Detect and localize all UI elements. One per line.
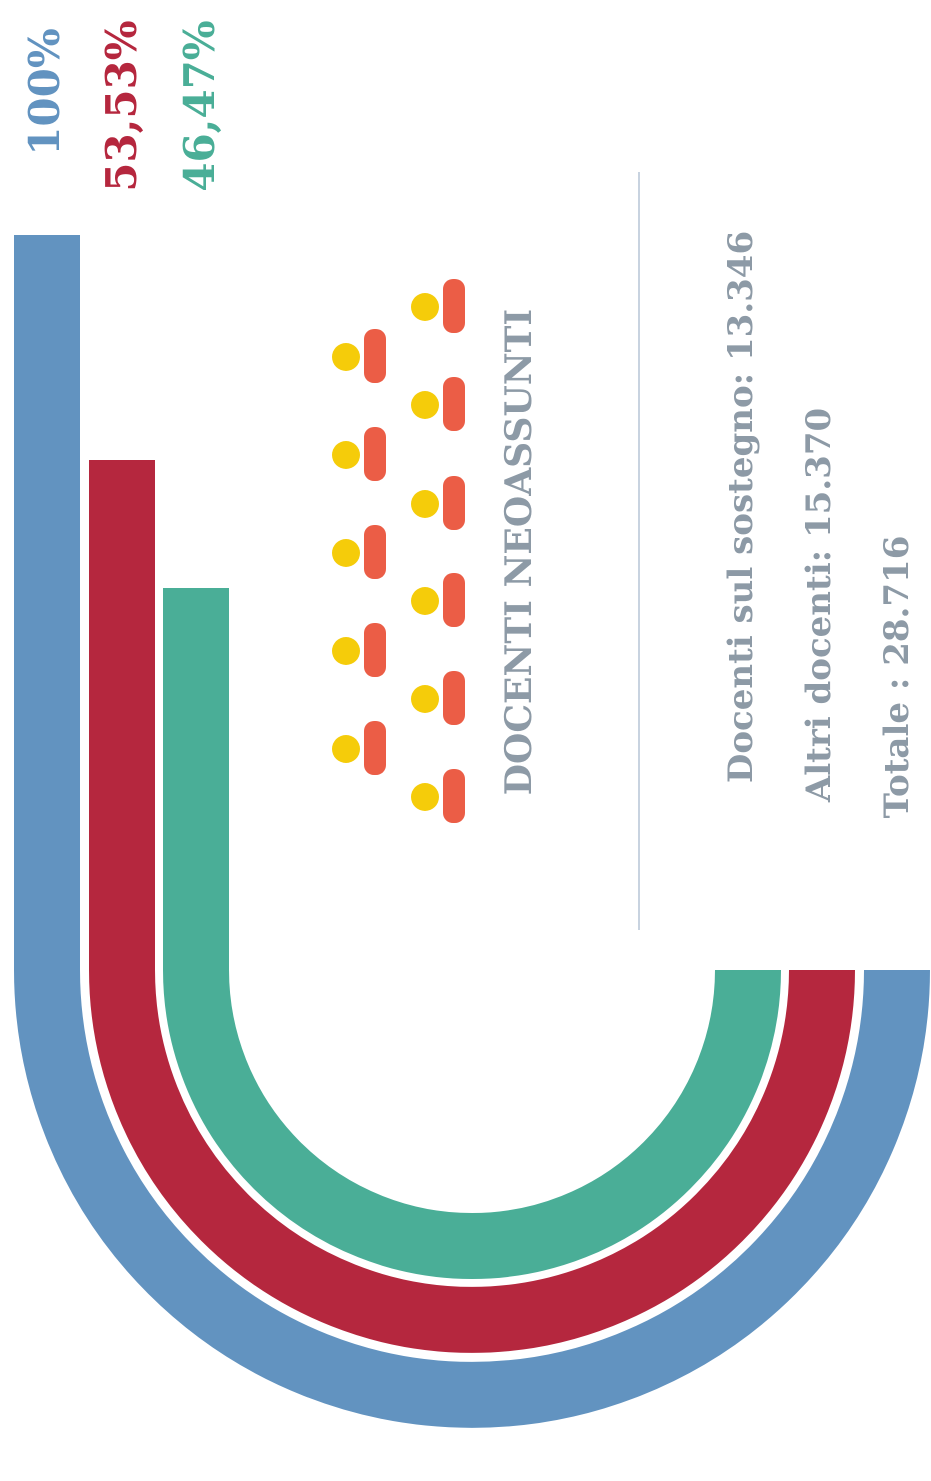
people-icon — [411, 377, 465, 431]
arc-totale — [13, 235, 930, 1428]
people-icon — [332, 329, 386, 383]
arc-docenti-sostegno — [163, 588, 781, 1279]
arcs — [13, 235, 930, 1428]
people-icon — [411, 573, 465, 627]
people-icon — [411, 671, 465, 725]
people-icon — [411, 769, 465, 823]
legend: Docenti sul sostegno: 13.346 Altri docen… — [721, 231, 917, 819]
legend-altri-docenti: Altri docenti: 15.370 — [799, 408, 839, 803]
chart-title: DOCENTI NEOASSUNTI — [498, 309, 540, 796]
people-icon — [411, 279, 465, 333]
people-icon — [411, 476, 465, 530]
legend-docenti-sostegno: Docenti sul sostegno: 13.346 — [721, 231, 761, 783]
percent-label-docenti-sostegno: 46,47% — [175, 20, 224, 191]
people-icon — [332, 525, 386, 579]
people-icon — [332, 623, 386, 677]
people-icon-grid — [332, 279, 465, 823]
percent-label-totale: 100% — [20, 28, 69, 156]
percent-label-altri-docenti: 53,53% — [97, 20, 146, 191]
legend-totale: Totale : 28.716 — [877, 536, 917, 819]
percent-labels: 100% 53,53% 46,47% — [20, 20, 224, 191]
arc-altri-docenti — [89, 460, 855, 1353]
people-icon — [332, 427, 386, 481]
people-icon — [332, 721, 386, 775]
